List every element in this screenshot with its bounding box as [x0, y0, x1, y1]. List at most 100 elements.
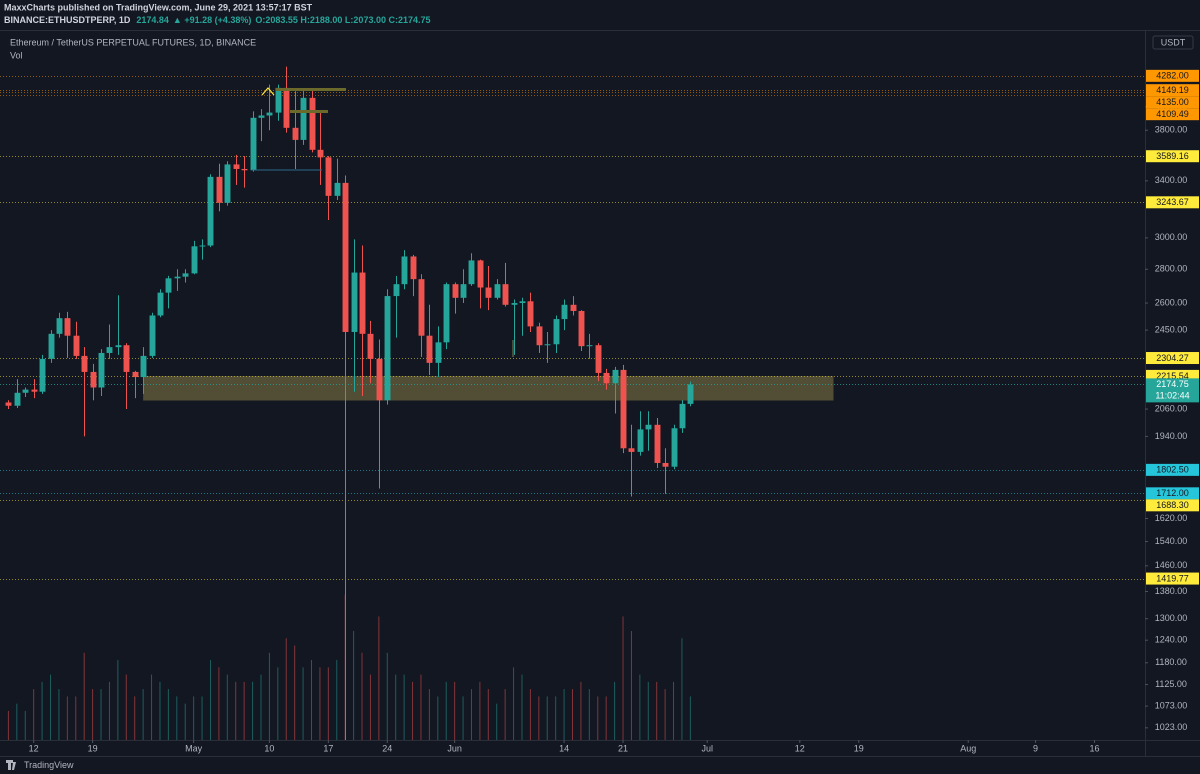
- volume-bar: [33, 689, 35, 740]
- x-tick-label: 19: [854, 743, 864, 753]
- level-label-box: [1146, 150, 1199, 163]
- candle-body: [435, 342, 442, 363]
- drawing-box: [276, 88, 346, 91]
- candle-body: [149, 315, 156, 356]
- candle-body: [132, 371, 139, 378]
- x-tick-label: 9: [1033, 743, 1038, 753]
- x-tick-label: 10: [264, 743, 274, 753]
- volume-bar: [538, 696, 540, 740]
- volume-bar: [639, 674, 641, 740]
- candle-body: [578, 310, 585, 347]
- candle-body: [654, 424, 661, 463]
- volume-bar: [479, 681, 481, 740]
- y-tick-label: 1125.00: [1155, 679, 1187, 689]
- x-tick-label: 12: [29, 743, 39, 753]
- candle-body: [527, 301, 534, 327]
- volume-bar: [268, 652, 270, 740]
- level-label: 1712.00: [1156, 488, 1189, 498]
- volume-bar: [327, 667, 329, 740]
- volume-bar: [285, 638, 287, 740]
- last-price-box: [1146, 378, 1199, 403]
- candle-body: [258, 115, 265, 118]
- candle-body: [140, 355, 147, 378]
- volume-bar: [226, 674, 228, 740]
- countdown: 11:02:44: [1155, 391, 1189, 401]
- candle-body: [22, 389, 29, 393]
- candle-body: [561, 304, 568, 320]
- volume-bar: [83, 652, 85, 740]
- volume-bar: [336, 660, 338, 740]
- candle-body: [393, 284, 400, 297]
- level-label: 1419.77: [1156, 573, 1189, 583]
- candle-body: [494, 284, 501, 298]
- volume-legend: Vol: [10, 50, 23, 60]
- candle-body: [645, 424, 652, 430]
- volume-bar: [50, 674, 52, 740]
- drawing-box: [290, 110, 328, 113]
- candle-body: [98, 352, 105, 388]
- volume-bar: [353, 630, 355, 740]
- candle-body: [376, 358, 383, 401]
- y-tick-label: 1073.00: [1155, 700, 1188, 710]
- price: 2174.84: [136, 15, 169, 25]
- candle-body: [679, 403, 686, 429]
- candle-body: [56, 318, 63, 334]
- y-tick-label: 3400.00: [1155, 175, 1188, 185]
- candle-body: [207, 176, 214, 246]
- candle-body: [485, 287, 492, 298]
- y-tick-label: 1540.00: [1155, 536, 1188, 546]
- volume-bar: [209, 660, 211, 740]
- zone: [143, 376, 834, 401]
- level-label-box: [1146, 352, 1199, 365]
- candle-body: [586, 345, 593, 347]
- y-tick-label: 1380.00: [1155, 586, 1188, 596]
- candle-body: [191, 246, 198, 274]
- volume-bar: [260, 674, 262, 740]
- candle-body: [64, 318, 71, 336]
- volume-bar: [151, 674, 153, 740]
- candle-body: [367, 333, 374, 359]
- volume-bar: [41, 681, 43, 740]
- volume-bar: [92, 689, 94, 740]
- volume-bar: [108, 681, 110, 740]
- candle-body: [90, 371, 97, 388]
- candle-body: [325, 157, 332, 196]
- candle-body: [300, 97, 307, 140]
- x-tick-label: May: [185, 743, 203, 753]
- level-label-box: [1146, 572, 1199, 585]
- candle-body: [351, 272, 358, 332]
- volume-bar: [470, 689, 472, 740]
- symbol-line: BINANCE:ETHUSDTPERP, 1D 2174.84 ▲ +91.28 (…: [4, 15, 431, 25]
- volume-bar: [167, 689, 169, 740]
- level-label: 4109.49: [1156, 109, 1189, 119]
- x-tick-label: 24: [382, 743, 392, 753]
- volume-bar: [529, 689, 531, 740]
- volume-bar: [243, 681, 245, 740]
- candle-body: [553, 319, 560, 345]
- volume-bar: [302, 667, 304, 740]
- volume-bar: [142, 689, 144, 740]
- volume-bar: [319, 667, 321, 740]
- volume-bar: [117, 660, 119, 740]
- level-label-box: [1146, 108, 1199, 121]
- y-tick-label: 1460.00: [1155, 560, 1188, 570]
- volume-bar: [100, 689, 102, 740]
- candle-body: [401, 256, 408, 285]
- y-tick-label: 3800.00: [1155, 125, 1188, 135]
- volume-bar: [412, 681, 414, 740]
- level-label: 2215.54: [1156, 371, 1189, 381]
- x-tick-label: Jun: [447, 743, 462, 753]
- volume-bar: [201, 696, 203, 740]
- marker: [261, 87, 275, 96]
- candle-body: [250, 117, 257, 171]
- y-tick-label: 1300.00: [1155, 613, 1188, 623]
- candle-body: [426, 335, 433, 363]
- volume-bar: [462, 696, 464, 740]
- volume-bar: [614, 681, 616, 740]
- volume-bar: [403, 674, 405, 740]
- candle-body: [283, 87, 290, 128]
- x-tick-label: Jul: [701, 743, 713, 753]
- volume-bar: [437, 696, 439, 740]
- volume-bar: [496, 703, 498, 740]
- volume-bar: [58, 689, 60, 740]
